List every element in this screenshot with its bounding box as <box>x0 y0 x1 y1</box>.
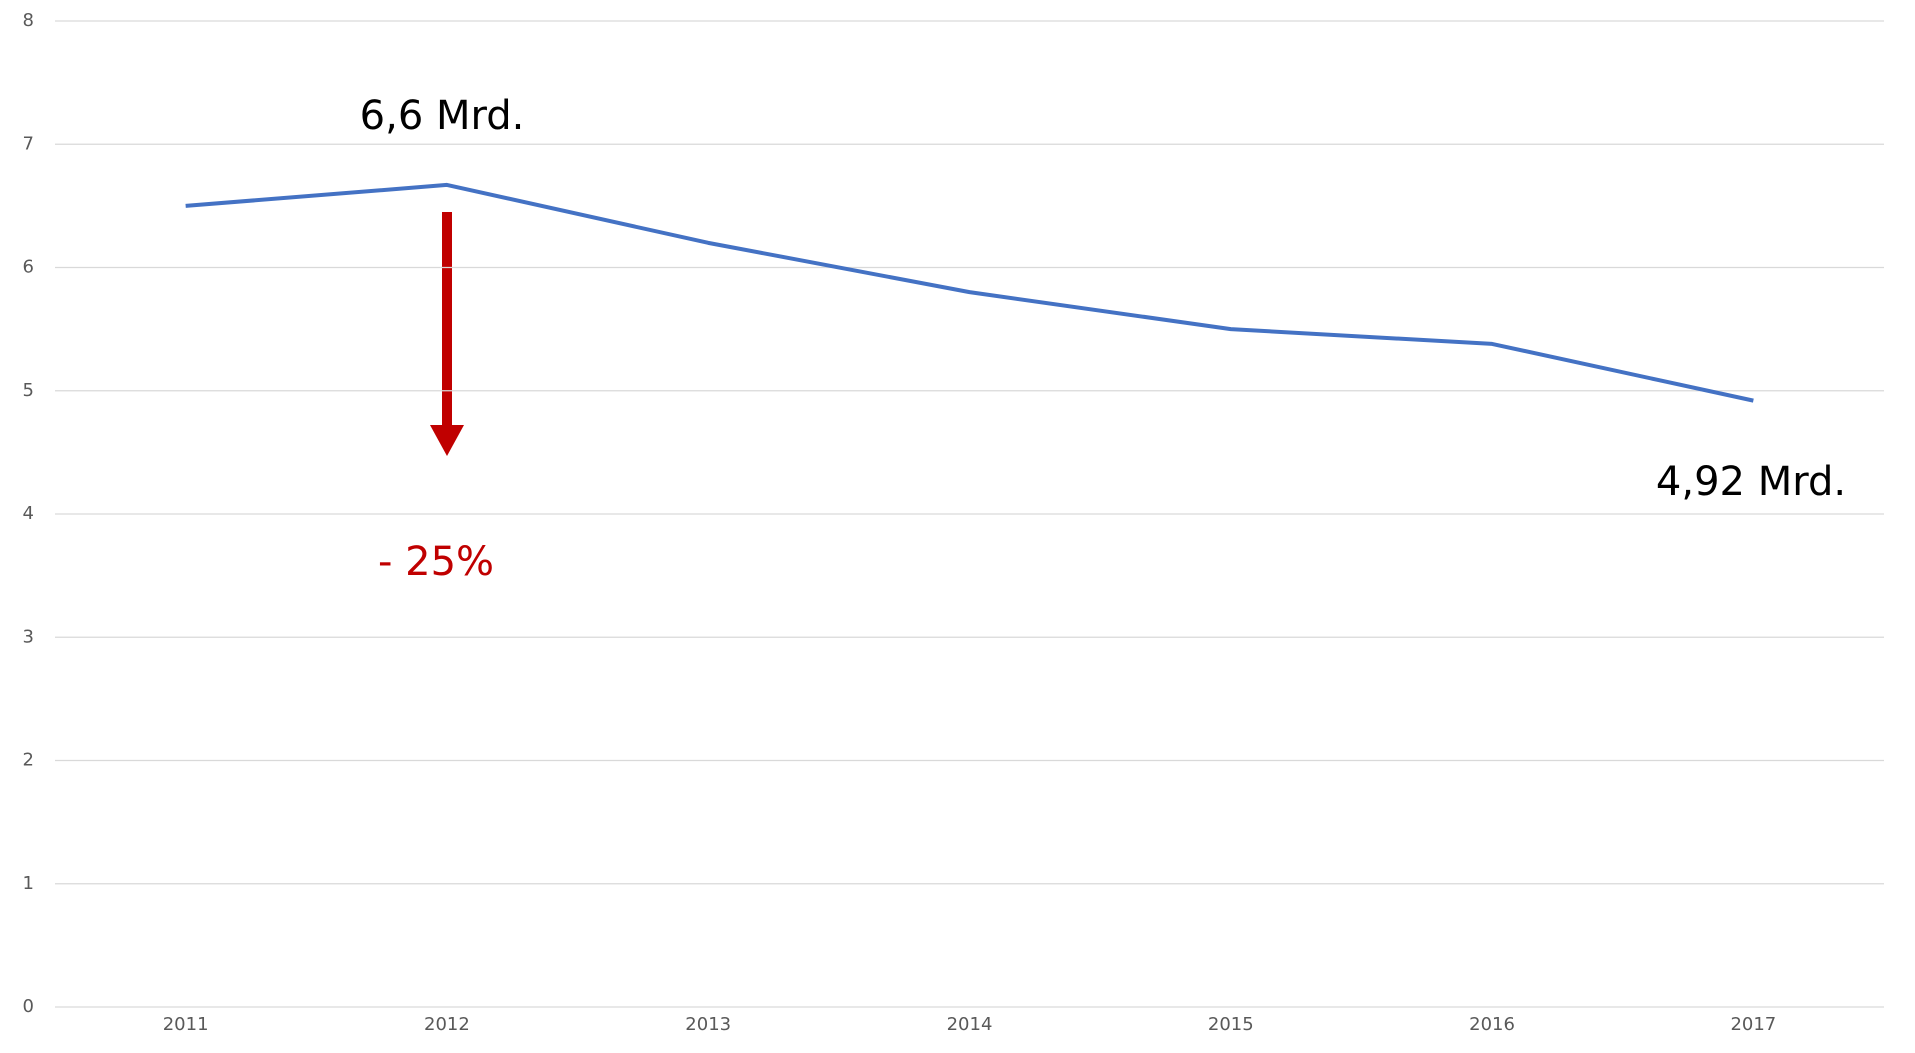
x-tick-label: 2012 <box>424 1014 470 1035</box>
x-tick-label: 2016 <box>1469 1014 1515 1035</box>
annotation: 6,6 Mrd. <box>360 93 525 139</box>
y-tick-label: 1 <box>23 873 34 894</box>
y-tick-label: 0 <box>23 996 34 1017</box>
decrease-arrow <box>430 212 464 456</box>
x-tick-label: 2011 <box>163 1014 209 1035</box>
x-tick-label: 2015 <box>1208 1014 1254 1035</box>
y-tick-label: 2 <box>23 750 34 771</box>
x-tick-label: 2017 <box>1730 1014 1776 1035</box>
annotation: - 25% <box>378 539 494 585</box>
y-tick-label: 4 <box>23 503 34 524</box>
y-tick-label: 5 <box>23 380 34 401</box>
annotation: 4,92 Mrd. <box>1656 459 1846 505</box>
y-tick-label: 7 <box>23 133 34 154</box>
data-line <box>185 182 1754 403</box>
y-tick-label: 3 <box>23 626 34 647</box>
y-tick-label: 8 <box>23 10 34 31</box>
y-tick-label: 6 <box>23 257 34 278</box>
x-tick-label: 2013 <box>685 1014 731 1035</box>
x-tick-label: 2014 <box>947 1014 993 1035</box>
